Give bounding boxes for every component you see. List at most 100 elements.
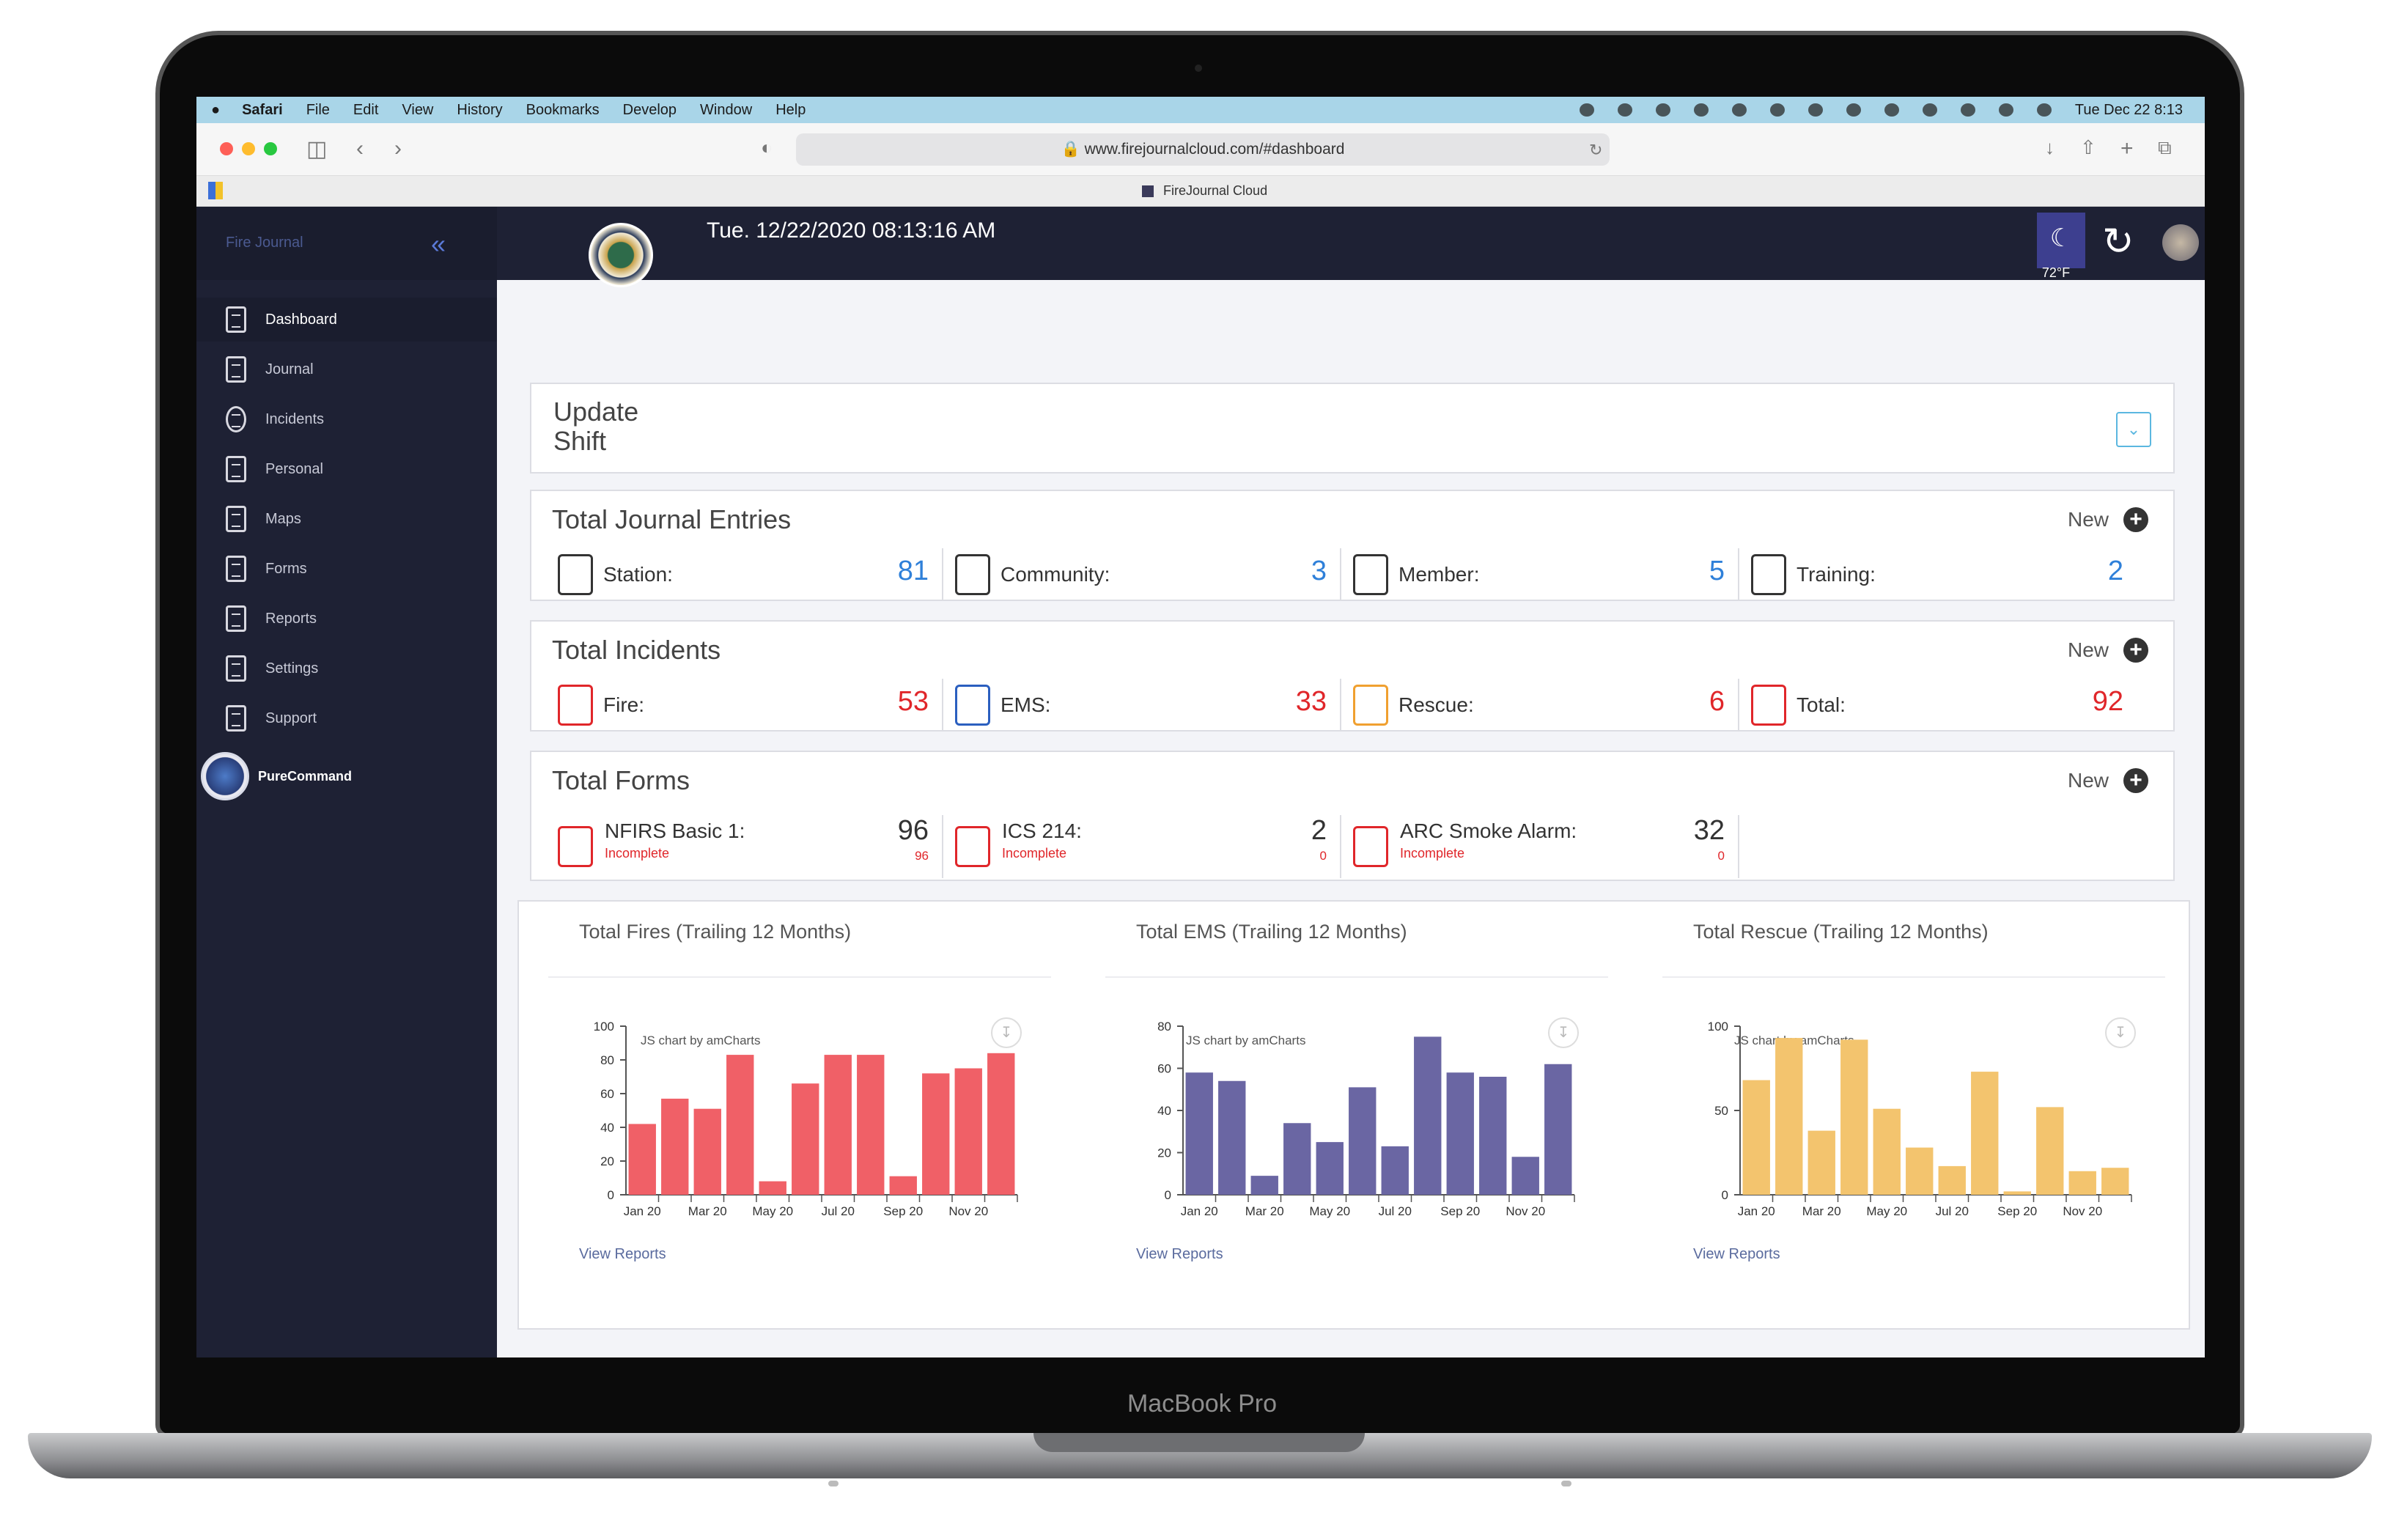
bar[interactable]	[1873, 1108, 1901, 1195]
bar[interactable]	[1218, 1080, 1246, 1195]
bar[interactable]	[1775, 1038, 1803, 1195]
bar[interactable]	[2101, 1168, 2129, 1195]
bar[interactable]	[2068, 1171, 2096, 1195]
bar[interactable]	[987, 1053, 1015, 1195]
minimize-window-button[interactable]	[242, 142, 255, 155]
sidebar-item-personal[interactable]: Personal	[196, 447, 497, 491]
close-window-button[interactable]	[220, 142, 233, 155]
incident-stat-total[interactable]: Total: 92	[1739, 679, 2137, 732]
view-reports-link[interactable]: View Reports	[1693, 1246, 1780, 1262]
tab-active[interactable]: FireJournal Cloud	[1142, 183, 1267, 199]
menu-history[interactable]: History	[457, 101, 503, 118]
new-form-button[interactable]: New +	[2068, 768, 2148, 793]
bar[interactable]	[1971, 1072, 1999, 1195]
sidebar-item-journal[interactable]: Journal	[196, 347, 497, 391]
bar[interactable]	[693, 1108, 721, 1195]
reload-icon[interactable]: ↻	[1589, 141, 1603, 159]
new-tab-icon[interactable]: +	[2120, 136, 2134, 161]
bar[interactable]	[1316, 1142, 1344, 1195]
share-icon[interactable]: ⇧	[2080, 136, 2096, 158]
bar[interactable]	[857, 1055, 885, 1195]
bar[interactable]	[1414, 1036, 1442, 1195]
form-stat-ics214[interactable]: ICS 214: Incomplete 2 0	[943, 815, 1341, 878]
menu-develop[interactable]: Develop	[622, 101, 677, 118]
incident-stat-rescue[interactable]: Rescue: 6	[1341, 679, 1739, 732]
bar[interactable]	[726, 1055, 754, 1195]
journal-stat-member[interactable]: Member: 5	[1341, 548, 1739, 601]
bar[interactable]	[1250, 1176, 1278, 1195]
menu-window[interactable]: Window	[700, 101, 753, 118]
sync-icon[interactable]	[1655, 103, 1670, 117]
journal-stat-training[interactable]: Training: 2	[1739, 548, 2137, 601]
tab-overview-icon[interactable]: ⧉	[2158, 136, 2172, 158]
bar[interactable]	[1742, 1080, 1770, 1195]
spotlight-icon[interactable]	[1960, 103, 1975, 117]
chart-export-download-icon[interactable]: ↧	[2105, 1017, 2136, 1048]
bookmark-favicon-icon[interactable]	[208, 182, 223, 199]
bar[interactable]	[1544, 1064, 1572, 1195]
collapse-sidebar-icon[interactable]: «	[431, 229, 446, 259]
bar[interactable]	[824, 1055, 852, 1195]
bar[interactable]	[1446, 1072, 1474, 1195]
chart-export-download-icon[interactable]: ↧	[991, 1017, 1022, 1048]
back-icon[interactable]: ‹	[356, 136, 364, 161]
siri-icon[interactable]	[2036, 103, 2052, 117]
gear-status-icon[interactable]	[1693, 103, 1709, 117]
battery-icon[interactable]	[1846, 103, 1861, 117]
sidebar-item-purecommand[interactable]: PureCommand	[196, 751, 497, 802]
zoom-window-button[interactable]	[264, 142, 277, 155]
bar[interactable]	[1381, 1146, 1409, 1195]
forward-icon[interactable]: ›	[394, 136, 402, 161]
bar[interactable]	[2036, 1107, 2064, 1195]
dropbox-icon[interactable]	[1579, 103, 1594, 117]
bar[interactable]	[1479, 1077, 1507, 1195]
sidebar-item-incidents[interactable]: Incidents	[196, 397, 497, 441]
menu-edit[interactable]: Edit	[353, 101, 379, 118]
new-journal-button[interactable]: New +	[2068, 507, 2148, 532]
download-icon[interactable]: ↓	[2045, 136, 2055, 158]
incident-stat-fire[interactable]: Fire: 53	[546, 679, 943, 732]
time-machine-icon[interactable]	[1731, 103, 1747, 117]
apple-icon[interactable]: ●	[211, 101, 221, 118]
bar[interactable]	[1511, 1157, 1539, 1195]
creative-cloud-icon[interactable]	[1617, 103, 1632, 117]
journal-stat-community[interactable]: Community: 3	[943, 548, 1341, 601]
bar[interactable]	[1840, 1039, 1868, 1195]
shift-expand-button[interactable]: ⌄	[2116, 412, 2151, 447]
menu-view[interactable]: View	[402, 101, 434, 118]
menu-help[interactable]: Help	[775, 101, 806, 118]
bar[interactable]	[1185, 1072, 1213, 1195]
privacy-shield-icon[interactable]: ◐	[761, 136, 773, 158]
refresh-icon[interactable]: ↻	[2102, 221, 2134, 263]
wifi-icon[interactable]	[1884, 103, 1899, 117]
menu-file[interactable]: File	[306, 101, 330, 118]
incident-stat-ems[interactable]: EMS: 33	[943, 679, 1341, 732]
bar[interactable]	[759, 1181, 786, 1195]
bar[interactable]	[889, 1176, 917, 1195]
new-incident-button[interactable]: New +	[2068, 638, 2148, 663]
address-bar[interactable]: 🔒 www.firejournalcloud.com/#dashboard	[796, 133, 1610, 166]
sidebar-item-support[interactable]: Support	[196, 696, 497, 740]
menubar-clock[interactable]: Tue Dec 22 8:13	[2074, 101, 2183, 118]
sidebar-item-dashboard[interactable]: Dashboard	[196, 298, 497, 342]
sidebar-item-maps[interactable]: Maps	[196, 497, 497, 541]
volume-icon[interactable]	[1769, 103, 1785, 117]
bar[interactable]	[628, 1124, 656, 1195]
bar[interactable]	[922, 1073, 950, 1195]
view-reports-link[interactable]: View Reports	[579, 1246, 666, 1262]
chart-export-download-icon[interactable]: ↧	[1548, 1017, 1579, 1048]
bar[interactable]	[1349, 1087, 1377, 1195]
form-stat-arc-smoke-alarm[interactable]: ARC Smoke Alarm: Incomplete 32 0	[1341, 815, 1739, 878]
bluetooth-icon[interactable]	[1807, 103, 1823, 117]
sidebar-item-settings[interactable]: Settings	[196, 646, 497, 690]
view-reports-link[interactable]: View Reports	[1136, 1246, 1223, 1262]
user-icon[interactable]	[1922, 103, 1937, 117]
bar[interactable]	[792, 1083, 819, 1195]
bar[interactable]	[1807, 1130, 1835, 1195]
bar[interactable]	[1283, 1123, 1311, 1195]
moon-weather-icon[interactable]: ☾	[2037, 213, 2085, 268]
sidebar-toggle-icon[interactable]: ◫	[306, 137, 328, 161]
journal-stat-station[interactable]: Station: 81	[546, 548, 943, 601]
bar[interactable]	[661, 1098, 689, 1195]
form-stat-nfirs[interactable]: NFIRS Basic 1: Incomplete 96 96	[546, 815, 943, 878]
